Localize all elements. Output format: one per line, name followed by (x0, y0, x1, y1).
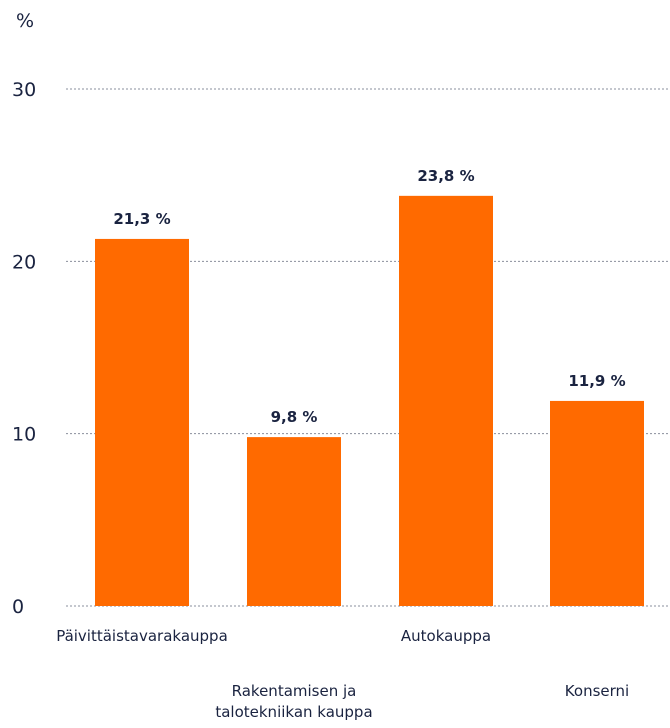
category-label-1-line-0: Rakentamisen ja (232, 682, 357, 700)
category-label-2-line-0: Autokauppa (401, 627, 491, 645)
y-axis-unit-label: % (16, 10, 34, 32)
bar-1 (247, 437, 341, 606)
category-labels: Päivittäistavarakauppa Rakentamisen ja tal… (56, 627, 629, 721)
y-tick-label-0: 0 (12, 596, 24, 618)
category-label-1-line-1: talotekniikan kauppa (215, 703, 372, 721)
data-labels: 21,3 % 9,8 % 23,8 % 11,9 % (113, 167, 625, 426)
data-label-0: 21,3 % (113, 210, 170, 228)
data-label-1: 9,8 % (271, 408, 318, 426)
y-tick-label-3: 30 (12, 79, 36, 101)
bar-0 (95, 238, 189, 606)
y-tick-label-2: 20 (12, 251, 36, 273)
bar-2 (399, 195, 493, 606)
bars (95, 195, 644, 606)
data-label-2: 23,8 % (417, 167, 474, 185)
y-axis-ticks: 0 10 20 30 (12, 79, 36, 618)
data-label-3: 11,9 % (568, 372, 625, 390)
bar-3 (550, 400, 644, 606)
y-tick-label-1: 10 (12, 424, 36, 446)
category-label-0-line-0: Päivittäistavarakauppa (56, 627, 228, 645)
category-label-3-line-0: Konserni (565, 682, 629, 700)
